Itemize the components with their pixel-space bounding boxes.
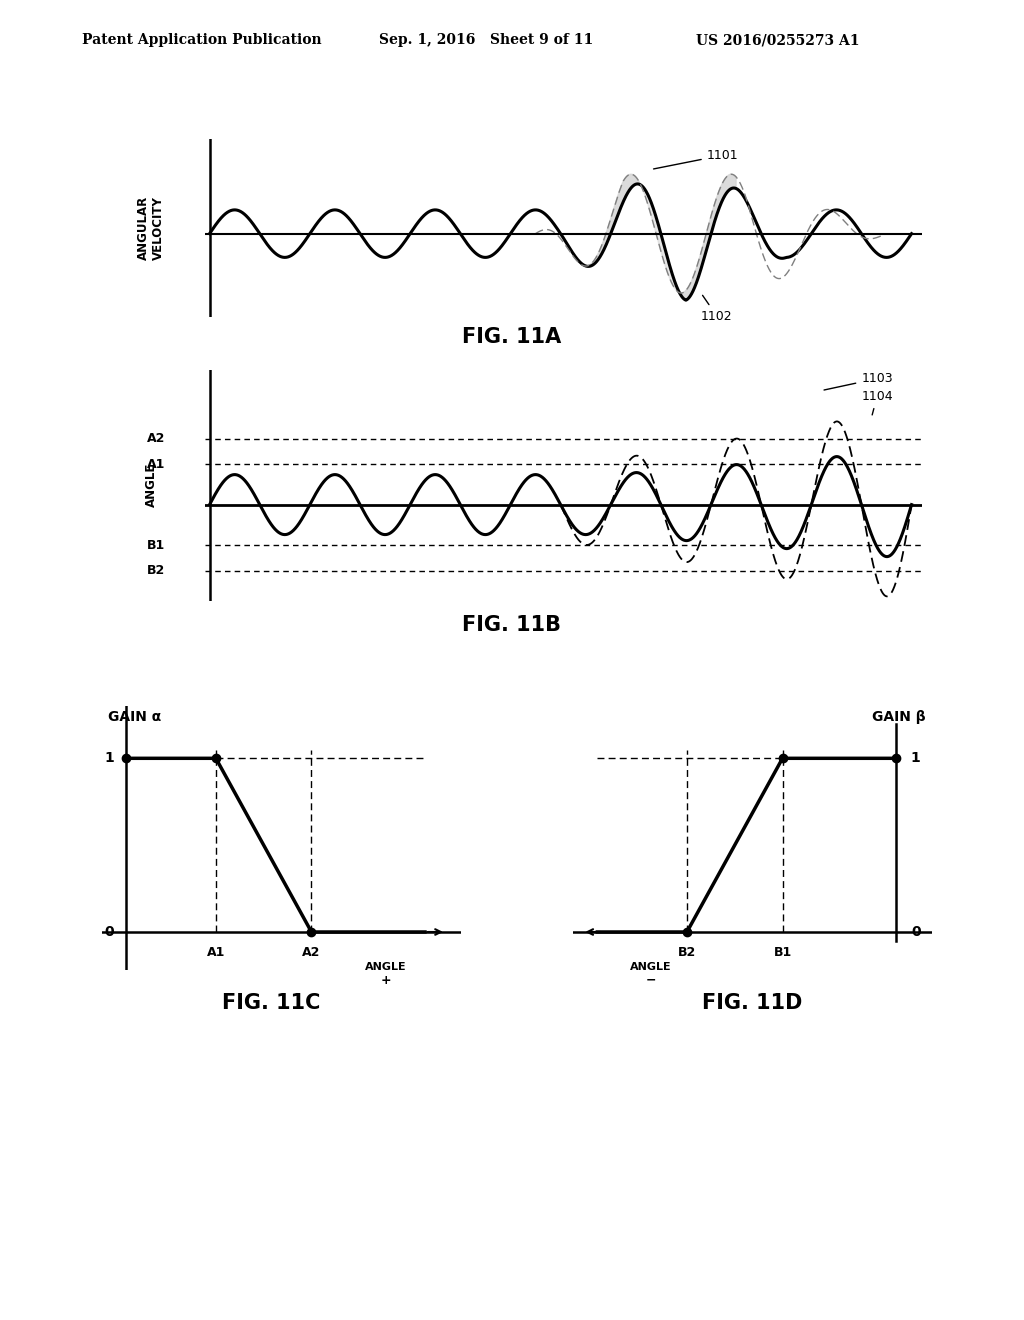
Text: 1: 1 [911,751,921,766]
Text: GAIN α: GAIN α [109,710,162,723]
Text: FIG. 11B: FIG. 11B [463,615,561,635]
Text: GAIN β: GAIN β [872,710,926,723]
Text: B1: B1 [773,946,792,958]
Text: FIG. 11A: FIG. 11A [463,327,561,347]
Text: A2: A2 [147,432,166,445]
Text: B2: B2 [678,946,696,958]
Text: Sep. 1, 2016   Sheet 9 of 11: Sep. 1, 2016 Sheet 9 of 11 [379,33,593,48]
Text: 1101: 1101 [653,149,738,169]
Text: A1: A1 [147,458,166,471]
Text: A1: A1 [207,946,225,958]
Text: 0: 0 [911,925,921,939]
Text: B1: B1 [147,539,166,552]
Text: 1: 1 [104,751,115,766]
Text: +: + [381,974,391,986]
Text: FIG. 11D: FIG. 11D [702,993,803,1012]
Text: 1104: 1104 [861,391,893,414]
Text: Patent Application Publication: Patent Application Publication [82,33,322,48]
Text: 0: 0 [104,925,115,939]
Text: B2: B2 [147,564,166,577]
Text: ANGLE: ANGLE [631,961,672,972]
Text: ANGLE: ANGLE [366,961,407,972]
Text: −: − [646,974,656,986]
Text: ANGULAR
VELOCITY: ANGULAR VELOCITY [137,195,165,260]
Text: US 2016/0255273 A1: US 2016/0255273 A1 [696,33,860,48]
Text: FIG. 11C: FIG. 11C [222,993,321,1012]
Text: 1102: 1102 [701,296,733,322]
Text: A2: A2 [302,946,321,958]
Text: 1103: 1103 [824,372,893,389]
Text: ANGLE: ANGLE [144,463,158,507]
